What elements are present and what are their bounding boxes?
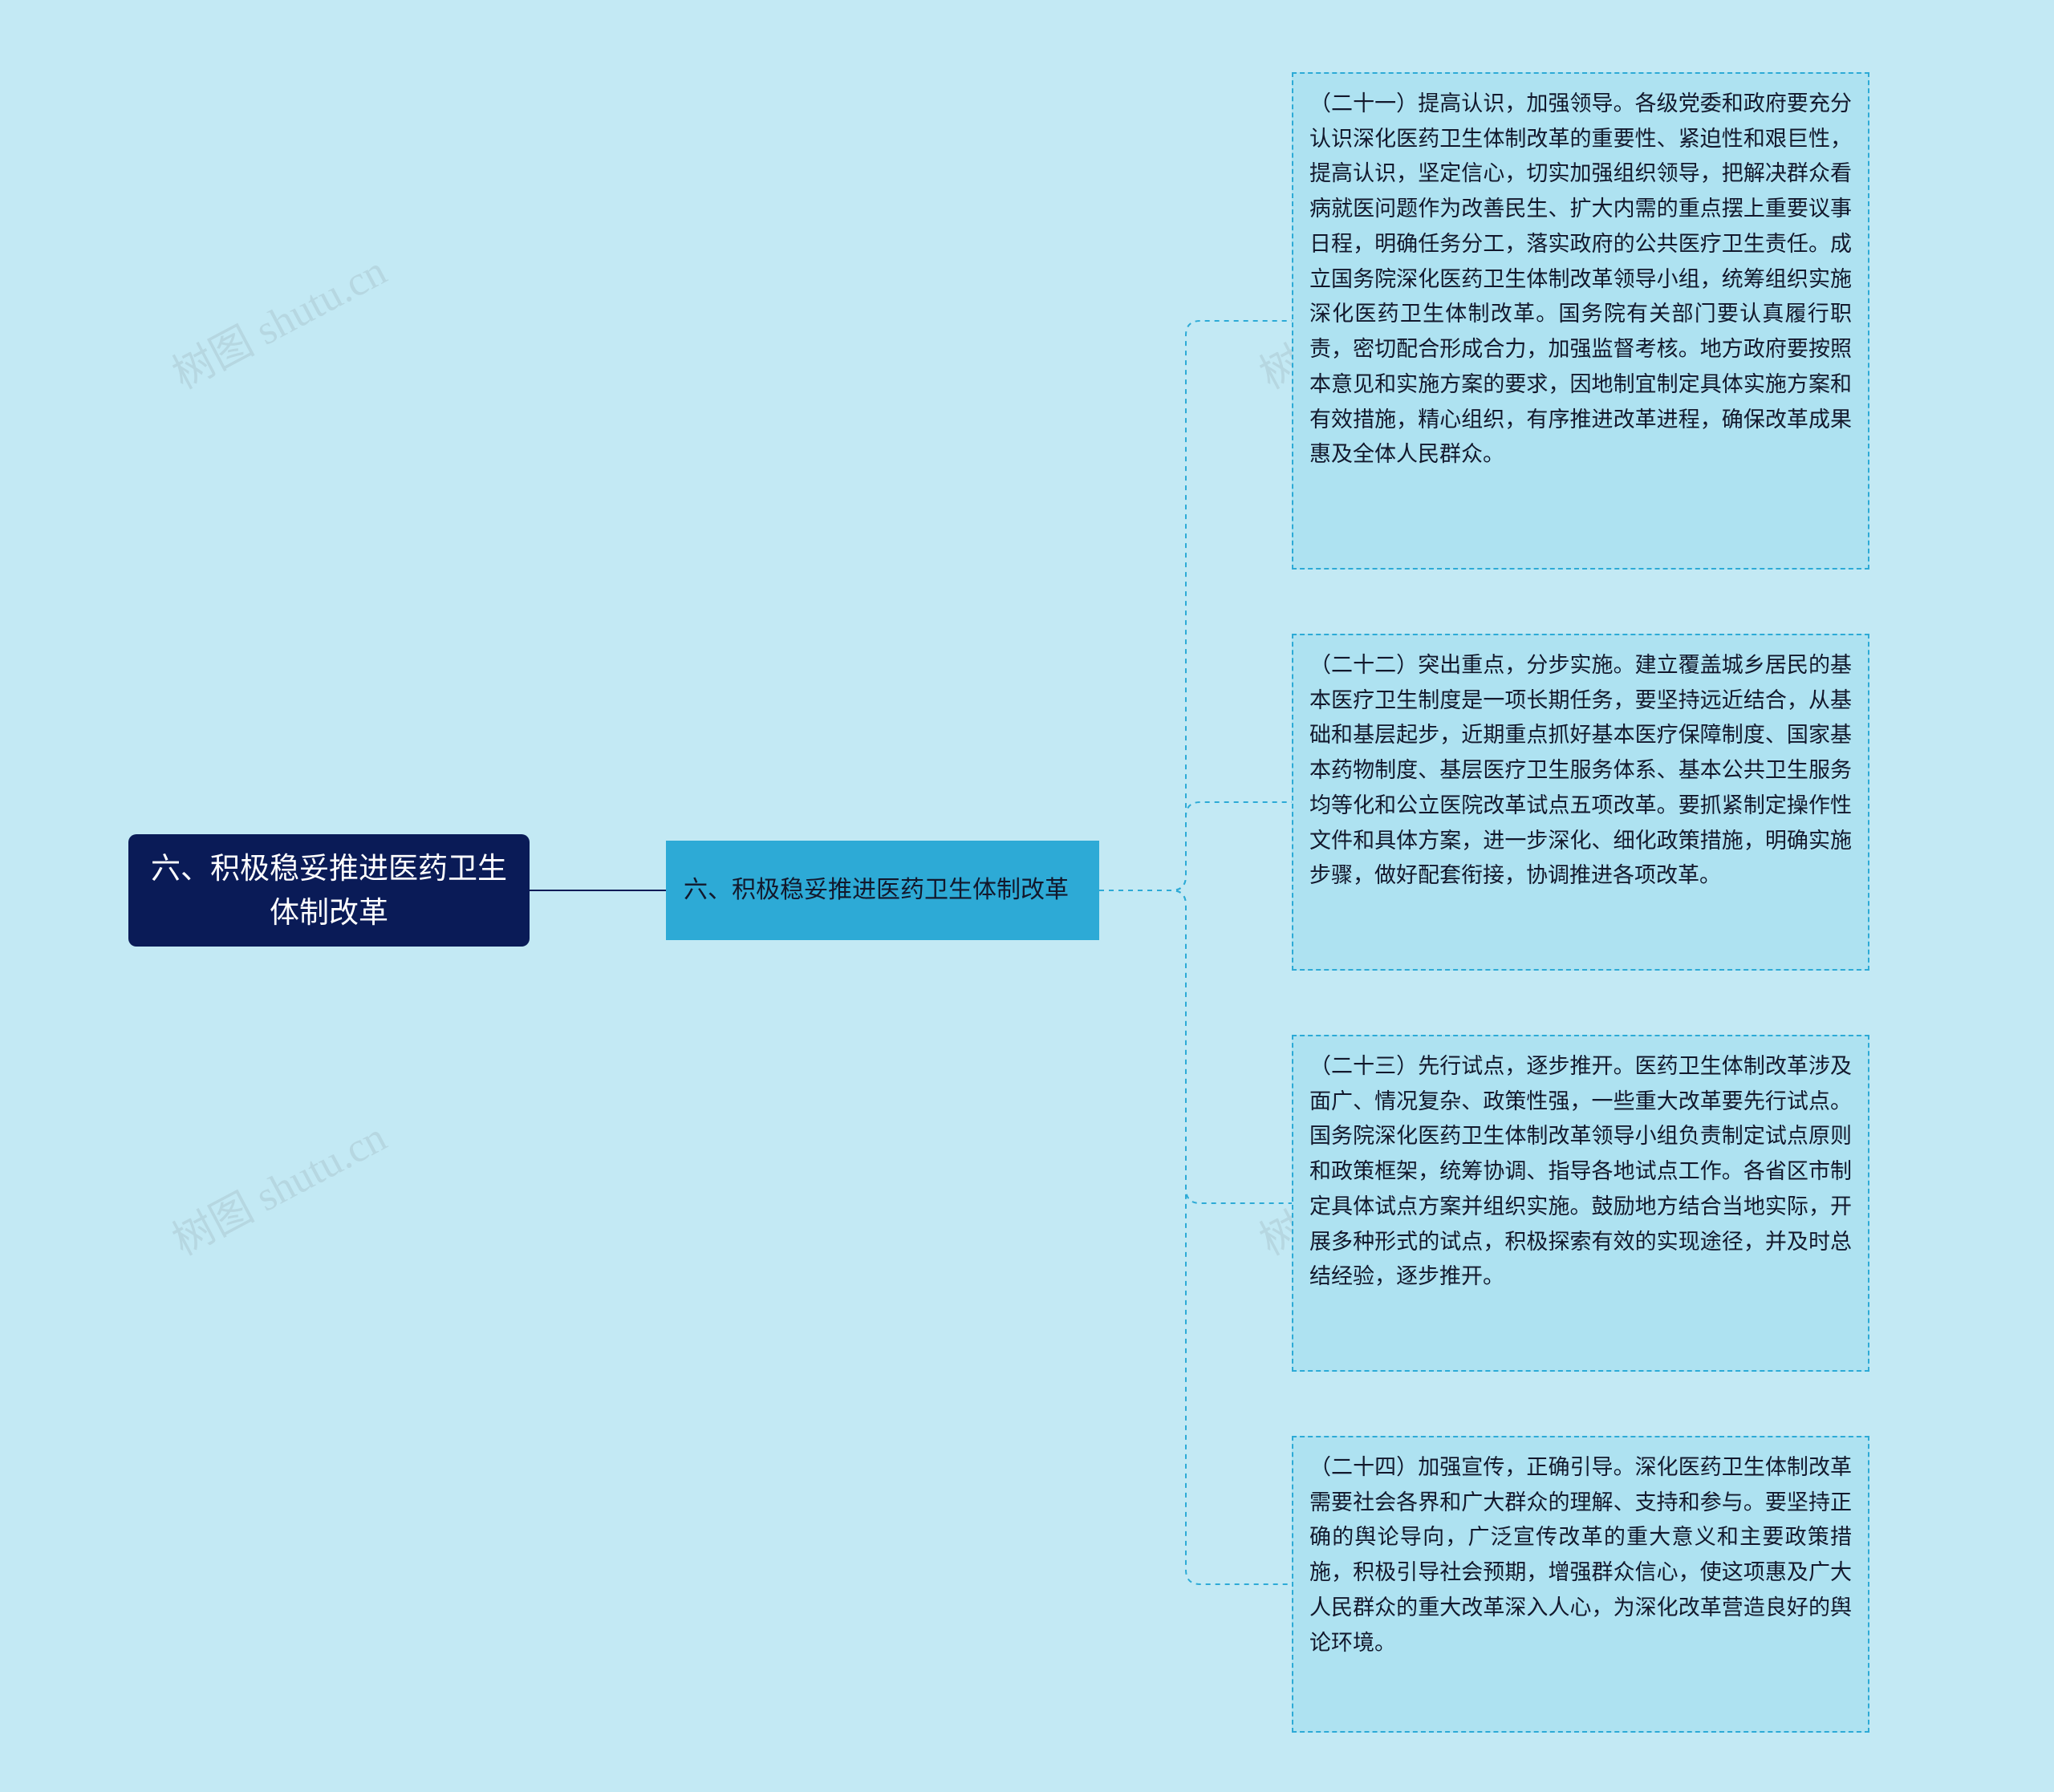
mindmap-canvas: 六、积极稳妥推进医药卫生体制改革 六、积极稳妥推进医药卫生体制改革 树图 shu… (0, 0, 2054, 1792)
watermark: 树图 shutu.cn (160, 1104, 395, 1267)
leaf-23[interactable]: （二十三）先行试点，逐步推开。医药卫生体制改革涉及面广、情况复杂、政策性强，一些… (1292, 1035, 1869, 1372)
root-node-label: 六、积极稳妥推进医药卫生体制改革 (151, 846, 507, 935)
level1-node-label: 六、积极稳妥推进医药卫生体制改革 (684, 872, 1069, 910)
level1-node[interactable]: 六、积极稳妥推进医药卫生体制改革 (666, 841, 1099, 940)
leaf-text: （二十四）加强宣传，正确引导。深化医药卫生体制改革需要社会各界和广大群众的理解、… (1309, 1455, 1852, 1655)
leaf-text: （二十二）突出重点，分步实施。建立覆盖城乡居民的基本医疗卫生制度是一项长期任务，… (1309, 653, 1852, 887)
leaf-24[interactable]: （二十四）加强宣传，正确引导。深化医药卫生体制改革需要社会各界和广大群众的理解、… (1292, 1436, 1869, 1733)
leaf-21[interactable]: （二十一）提高认识，加强领导。各级党委和政府要充分认识深化医药卫生体制改革的重要… (1292, 72, 1869, 570)
leaf-text: （二十三）先行试点，逐步推开。医药卫生体制改革涉及面广、情况复杂、政策性强，一些… (1309, 1054, 1852, 1288)
root-node[interactable]: 六、积极稳妥推进医药卫生体制改革 (128, 834, 530, 947)
watermark: 树图 shutu.cn (160, 237, 395, 400)
leaf-22[interactable]: （二十二）突出重点，分步实施。建立覆盖城乡居民的基本医疗卫生制度是一项长期任务，… (1292, 634, 1869, 971)
leaf-text: （二十一）提高认识，加强领导。各级党委和政府要充分认识深化医药卫生体制改革的重要… (1309, 91, 1852, 466)
